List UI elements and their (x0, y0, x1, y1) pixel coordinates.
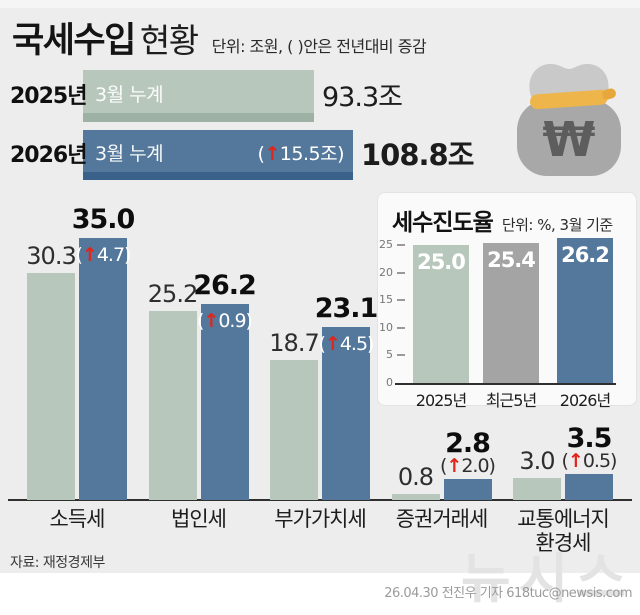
value-2026-3: 2.8 (445, 428, 491, 459)
top-strip (0, 0, 640, 8)
year-label-2026년: 2026년 (10, 143, 87, 168)
delta-1: (↑0.9) (197, 310, 253, 332)
inset-chart-card: 세수진도율 단위: %, 3월 기준 0 5 10 15 20 25 25.0 2025년 25… (378, 193, 636, 410)
value-2025-4: 3.0 (519, 447, 555, 475)
inset-ytick-label-10: 10 (379, 320, 393, 334)
newsis-watermark: 뉴시스 (460, 547, 634, 610)
money-bag-icon: ₩ (510, 56, 628, 182)
bar-2025-4 (513, 478, 561, 500)
bar-2026-2 (322, 327, 370, 500)
inset-ytick-dash-20 (397, 271, 405, 274)
up-arrow-icon: ↑ (81, 244, 98, 266)
value-2026-1: 26.2 (193, 270, 257, 301)
summary-bar-delta: (↑15.5조) (257, 143, 344, 165)
won-symbol: ₩ (543, 112, 596, 168)
inset-ytick-label-15: 15 (379, 293, 393, 307)
category-label-2: 부가가치세 (274, 507, 367, 531)
inset-x-axis-line (395, 383, 616, 385)
value-2026-4: 3.5 (566, 423, 613, 454)
summary-bar-label: 3월 누계 (95, 83, 164, 106)
main-chart: 30.3 35.0 (↑4.7) 소득세 25.2 26.2 (↑0.9) 법인세 18.7 23… (8, 204, 632, 556)
value-2025-2: 18.7 (269, 329, 319, 357)
up-arrow-icon: ↑ (567, 450, 584, 472)
inset-bar-2026년 (557, 238, 613, 383)
inset-x-label-2025년: 2025년 (415, 391, 467, 410)
value-2026-0: 35.0 (71, 204, 136, 235)
bar-2026-3 (443, 479, 492, 500)
value-2025-0: 30.3 (26, 242, 76, 270)
byline-credit: 26.04.30 전진우 기자 618tuc@newsis.com (384, 586, 632, 601)
inset-ytick-label-0: 0 (386, 376, 393, 389)
page-title-light: 현황 (139, 21, 199, 60)
bar-2026-4 (565, 474, 613, 500)
value-2025-3: 0.8 (397, 463, 434, 491)
bar-2025-3 (391, 494, 440, 500)
value-2025-1: 25.2 (147, 280, 198, 308)
page-title-strong: 국세수입 (12, 21, 136, 61)
delta-0: (↑4.7) (75, 244, 132, 266)
summary-value-2026년: 108.8조 (361, 138, 474, 172)
category-label-4: 교통에너지 환경세 (517, 507, 610, 556)
inset-unit-note: 단위: %, 3월 기준 (501, 216, 613, 234)
bar-2026-1 (200, 304, 249, 500)
x-axis-line (8, 499, 632, 501)
inset-ytick-label-20: 20 (379, 265, 393, 279)
year-label-2025년: 2025년 (10, 83, 87, 109)
category-label-1: 법인세 (171, 507, 227, 531)
inset-bar-value-최근5년: 25.4 (487, 248, 536, 272)
inset-ytick-dash-25 (397, 244, 405, 246)
header: 국세수입 현황 단위: 조원, ( )안은 전년대비 증감 (12, 12, 427, 63)
summary-bar-2025년: 3월 누계 (83, 70, 314, 122)
unit-note: 단위: 조원, ( )안은 전년대비 증감 (211, 37, 427, 56)
summary-value-2025년: 93.3조 (322, 81, 403, 113)
delta-3: (↑2.0) (440, 455, 496, 477)
up-arrow-icon: ↑ (264, 143, 280, 165)
category-label-0: 소득세 (49, 507, 106, 531)
summary-bar-2026년: 3월 누계 (↑15.5조) (83, 130, 353, 180)
source-note: 자료: 재정경제부 (10, 555, 105, 571)
inset-ytick-label-25: 25 (379, 238, 393, 251)
inset-ytick-dash-5 (397, 354, 405, 357)
inset-title: 세수진도율 (392, 210, 494, 236)
inset-bar-value-2025년: 25.0 (417, 250, 466, 274)
inset-ytick-dash-15 (397, 299, 405, 302)
inset-bar-value-2026년: 26.2 (561, 243, 610, 267)
inset-x-label-최근5년: 최근5년 (485, 391, 537, 410)
bar-2025-0 (27, 273, 75, 500)
value-2026-2: 23.1 (314, 293, 379, 324)
summary-bar-label: 3월 누계 (95, 143, 164, 165)
bar-2025-1 (148, 311, 197, 500)
inset-bar-최근5년 (483, 243, 539, 383)
category-label-3: 증권거래세 (395, 507, 489, 531)
up-arrow-icon: ↑ (446, 455, 462, 477)
inset-ytick-dash-10 (397, 326, 405, 329)
delta-4: (↑0.5) (561, 450, 618, 472)
up-arrow-icon: ↑ (203, 310, 219, 332)
bar-2026-0 (79, 238, 127, 500)
delta-2: (↑4.5) (318, 333, 375, 355)
inset-bar-2025년 (413, 245, 469, 383)
inset-ytick-label-5: 5 (386, 348, 393, 362)
bar-2025-2 (270, 360, 318, 500)
up-arrow-icon: ↑ (324, 333, 341, 355)
inset-x-label-2026년: 2026년 (559, 391, 611, 410)
inset-header: 세수진도율 단위: %, 3월 기준 (392, 203, 613, 237)
